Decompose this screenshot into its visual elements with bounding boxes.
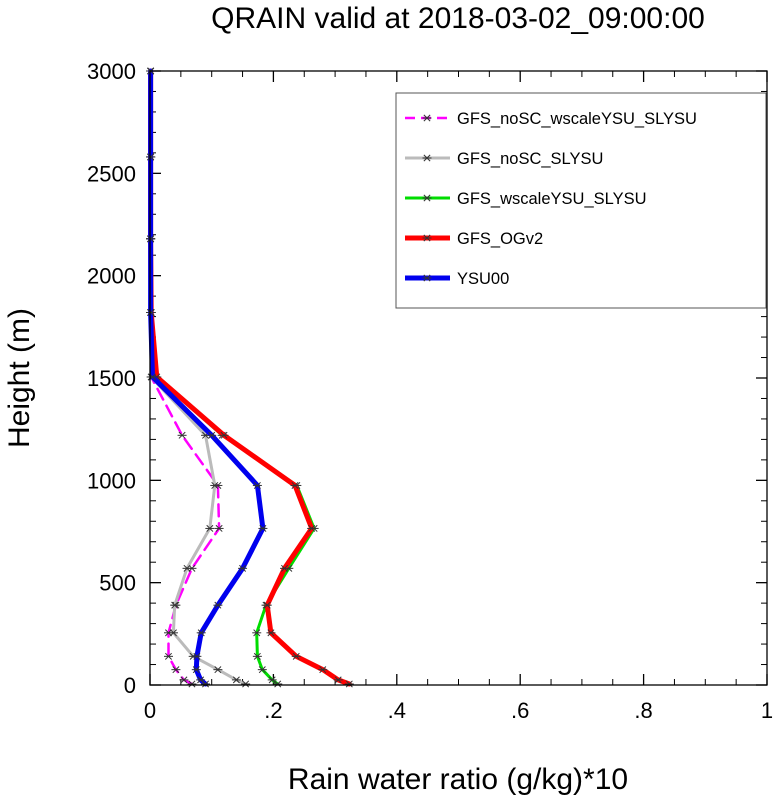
data-point-marker xyxy=(252,652,262,660)
data-point-marker xyxy=(266,629,276,637)
plot-series xyxy=(146,67,354,688)
data-point-marker xyxy=(238,564,248,572)
data-point-marker xyxy=(214,524,224,532)
data-point-marker xyxy=(179,676,189,684)
data-point-marker xyxy=(177,431,187,439)
y-tick-label: 0 xyxy=(124,673,136,698)
data-point-marker xyxy=(192,652,202,660)
data-point-marker xyxy=(307,524,317,532)
x-tick-label: 0 xyxy=(144,698,156,723)
legend-box xyxy=(395,92,767,309)
data-point-marker xyxy=(252,481,262,489)
data-point-marker xyxy=(213,601,223,609)
legend-label: GFS_noSC_SLYSU xyxy=(457,150,603,168)
data-point-marker xyxy=(205,524,215,532)
series-line-GFS_wscaleYSU_SLYSU xyxy=(149,69,316,686)
data-point-marker xyxy=(344,680,354,688)
legend-marker xyxy=(422,194,432,202)
data-point-marker xyxy=(164,652,174,660)
y-tick-label: 1000 xyxy=(87,468,136,493)
data-point-marker xyxy=(252,629,262,637)
y-axis-label: Height (m) xyxy=(3,308,36,448)
y-tick-label: 2000 xyxy=(87,264,136,289)
data-point-marker xyxy=(231,676,241,684)
data-point-marker xyxy=(168,629,178,637)
legend-label: GFS_wscaleYSU_SLYSU xyxy=(457,190,647,208)
data-point-marker xyxy=(219,431,229,439)
y-tick-label: 2500 xyxy=(87,161,136,186)
data-point-marker xyxy=(196,629,206,637)
legend-label: GFS_OGv2 xyxy=(457,230,543,248)
data-point-marker xyxy=(191,666,201,674)
data-point-marker xyxy=(210,481,220,489)
data-point-marker xyxy=(182,564,192,572)
data-point-marker xyxy=(291,652,301,660)
x-tick-labels: 0 .2 .4 .6 .8 1 xyxy=(144,698,773,723)
data-point-marker xyxy=(207,431,217,439)
data-point-marker xyxy=(290,481,300,489)
x-tick-label: .6 xyxy=(511,698,529,723)
y-tick-labels: 0 500 1000 1500 2000 2500 3000 xyxy=(87,59,136,698)
data-point-marker xyxy=(257,666,267,674)
chart-title: QRAIN valid at 2018-03-02_09:00:00 xyxy=(211,2,705,35)
data-point-marker xyxy=(241,680,251,688)
data-point-marker xyxy=(213,666,223,674)
data-point-marker xyxy=(196,676,206,684)
legend: GFS_noSC_wscaleYSU_SLYSU GFS_noSC_SLYSU GF… xyxy=(395,92,767,309)
series-line-GFS_noSC_SLYSU xyxy=(149,69,248,686)
data-point-marker xyxy=(273,680,283,688)
data-point-marker xyxy=(333,676,343,684)
data-point-marker xyxy=(280,564,290,572)
x-axis-label: Rain water ratio (g/kg)*10 xyxy=(288,763,628,796)
y-tick-label: 3000 xyxy=(87,59,136,84)
y-tick-label: 1500 xyxy=(87,366,136,391)
plot-frame xyxy=(149,70,768,686)
x-tick-label: .2 xyxy=(264,698,282,723)
data-point-marker xyxy=(201,680,211,688)
y-tick-label: 500 xyxy=(99,571,136,596)
x-tick-label: .4 xyxy=(388,698,406,723)
legend-marker xyxy=(422,154,432,162)
data-point-marker xyxy=(258,524,268,532)
legend-marker xyxy=(422,234,432,242)
data-point-marker xyxy=(170,601,180,609)
legend-marker xyxy=(422,114,432,122)
legend-label: YSU00 xyxy=(457,270,509,288)
data-point-marker xyxy=(171,666,181,674)
x-tick-label: 1 xyxy=(761,698,773,723)
data-point-marker xyxy=(187,680,197,688)
data-point-marker xyxy=(318,666,328,674)
data-point-marker xyxy=(267,676,277,684)
x-tick-label: .8 xyxy=(634,698,652,723)
legend-label: GFS_noSC_wscaleYSU_SLYSU xyxy=(457,110,697,128)
series-line-YSU00 xyxy=(148,68,266,687)
data-point-marker xyxy=(262,601,272,609)
legend-marker xyxy=(422,274,432,282)
